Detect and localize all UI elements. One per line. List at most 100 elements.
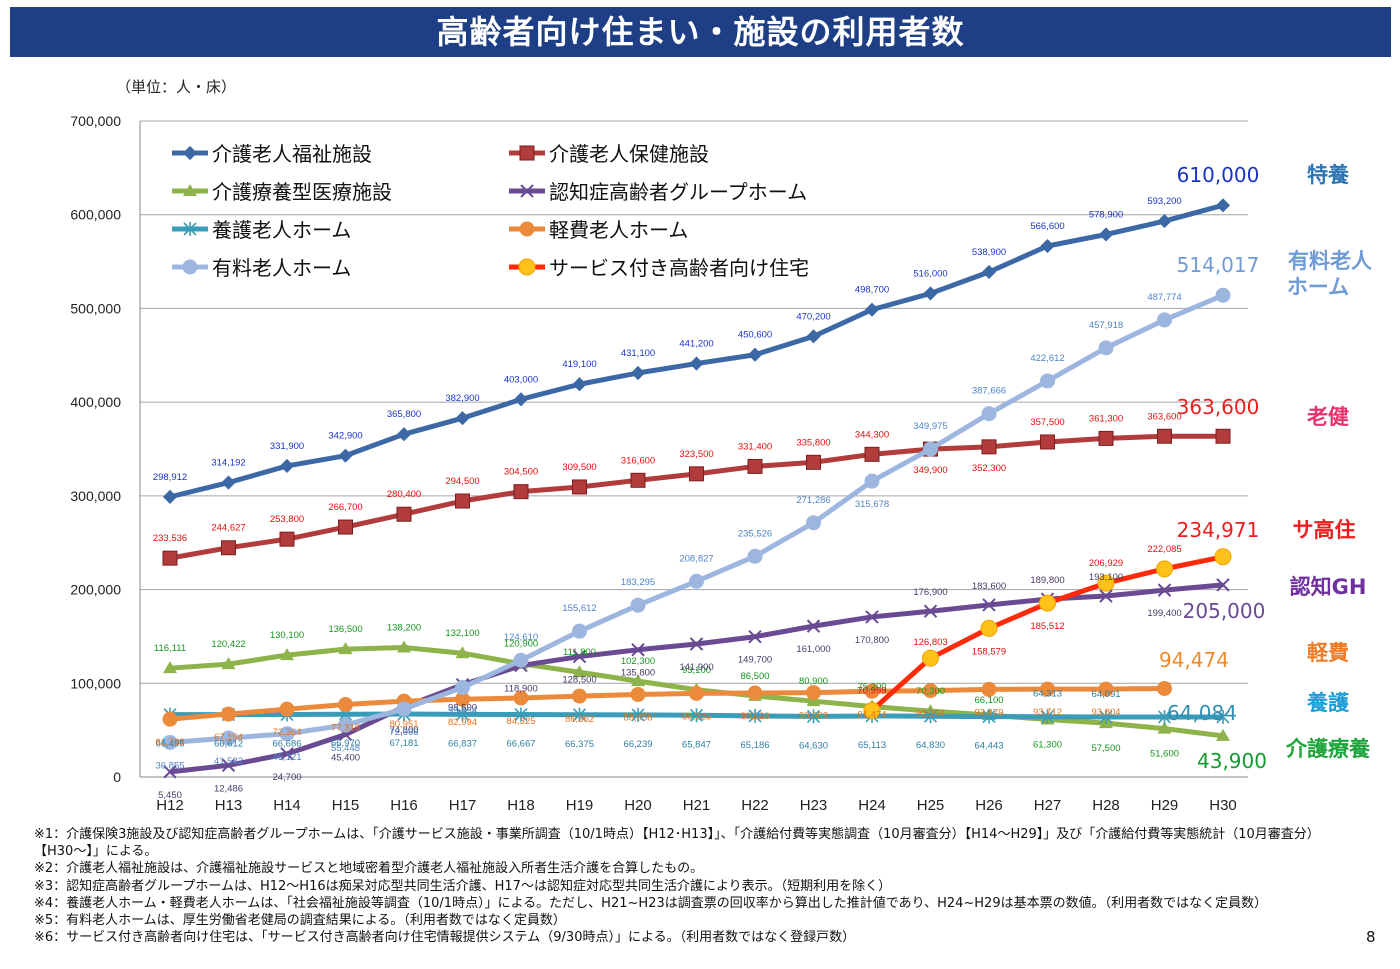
data-label: 93,100 xyxy=(682,665,711,676)
data-label: 253,800 xyxy=(270,514,304,525)
data-label: 46,121 xyxy=(272,752,301,763)
data-label: 176,900 xyxy=(913,587,947,598)
data-label: 74,800 xyxy=(389,725,418,736)
data-label: 183,600 xyxy=(972,581,1006,592)
end-value-label: 234,971 xyxy=(1177,518,1260,542)
data-point xyxy=(572,649,587,664)
data-label: 222,085 xyxy=(1147,544,1181,555)
data-point xyxy=(922,649,939,667)
data-point xyxy=(1099,589,1113,603)
data-point xyxy=(1098,227,1114,242)
x-tick-label: H24 xyxy=(858,797,886,814)
data-label: 95,454 xyxy=(448,706,477,717)
data-point xyxy=(806,515,821,531)
data-label: 116,111 xyxy=(154,643,186,654)
data-label: 130,100 xyxy=(270,630,304,641)
x-tick-label: H30 xyxy=(1209,797,1237,814)
data-label: 70,999 xyxy=(857,685,886,696)
data-label: 135,800 xyxy=(621,668,655,679)
data-point xyxy=(572,377,587,392)
end-value-label: 514,017 xyxy=(1177,253,1260,277)
data-label: 55,448 xyxy=(331,743,360,754)
data-label: 89,225 xyxy=(682,711,711,722)
data-point xyxy=(183,184,197,196)
data-label: 84,325 xyxy=(506,716,535,727)
series-7 xyxy=(863,548,1232,719)
series-0 xyxy=(162,198,1231,504)
data-label: 361,300 xyxy=(1089,413,1123,424)
note-5: ※5：有料老人ホームは、厚生労働省老健局の調査結果による。（利用者数ではなく定員… xyxy=(34,913,566,929)
data-point xyxy=(982,709,996,724)
data-point xyxy=(183,222,197,236)
data-point xyxy=(572,707,587,722)
data-point xyxy=(518,258,536,276)
data-label: 387,666 xyxy=(972,386,1006,397)
data-point xyxy=(806,329,821,344)
data-point xyxy=(1157,214,1172,229)
data-point xyxy=(689,708,704,723)
data-point xyxy=(747,685,763,701)
x-tick-label: H13 xyxy=(215,797,243,814)
x-tick-label: H18 xyxy=(507,797,535,814)
data-label: 193,100 xyxy=(1089,572,1123,583)
side-label: 軽費 xyxy=(1307,641,1349,665)
data-point xyxy=(396,506,412,522)
y-tick-label: 600,000 xyxy=(70,207,121,223)
data-label: 12,486 xyxy=(214,783,243,794)
data-point xyxy=(630,597,646,613)
data-point xyxy=(221,706,236,722)
y-tick-label: 100,000 xyxy=(70,675,121,691)
data-point xyxy=(513,484,529,500)
data-point xyxy=(923,709,938,724)
data-label: 86,500 xyxy=(740,671,769,682)
data-point xyxy=(923,441,938,457)
data-label: 41,582 xyxy=(214,756,243,767)
data-label: 136,500 xyxy=(328,624,362,635)
data-label: 185,512 xyxy=(1030,621,1064,632)
data-label: 66,239 xyxy=(623,739,652,750)
data-point xyxy=(279,701,295,717)
data-point xyxy=(923,683,938,699)
data-point xyxy=(1215,198,1231,213)
data-label: 72,668 xyxy=(389,727,418,738)
data-label: 189,800 xyxy=(1030,575,1064,586)
unit-label: （単位：人・床） xyxy=(116,78,237,96)
data-label: 271,286 xyxy=(796,495,830,506)
x-tick-label: H15 xyxy=(332,797,360,814)
data-label: 64,313 xyxy=(1033,689,1062,700)
data-label: 331,900 xyxy=(270,441,304,452)
legend-entry: サービス付き高齢者向け住宅 xyxy=(549,256,809,280)
grid-lines xyxy=(139,120,1248,778)
side-label: 認知GH xyxy=(1290,575,1367,599)
data-point xyxy=(572,479,587,495)
data-label: 349,900 xyxy=(913,465,947,476)
x-tick-label: H22 xyxy=(741,797,769,814)
data-point xyxy=(162,711,178,727)
data-label: 331,400 xyxy=(738,441,772,452)
data-label: 45,400 xyxy=(331,752,360,763)
data-point xyxy=(981,439,997,455)
data-point xyxy=(279,726,295,742)
data-point xyxy=(1215,287,1231,303)
data-point xyxy=(519,221,535,237)
data-point xyxy=(981,264,997,280)
data-label: 316,600 xyxy=(621,455,655,466)
legend-entry: 介護療養型医療施設 xyxy=(212,180,392,204)
data-label: 314,192 xyxy=(211,458,245,469)
data-point xyxy=(631,674,645,687)
y-tick-label: 700,000 xyxy=(70,113,121,129)
line-chart: 0 100,000 200,000 300,000 400,000 500,000 600,… xyxy=(70,113,1372,814)
data-label: 126,803 xyxy=(913,637,947,648)
data-label: 450,600 xyxy=(738,330,772,341)
data-point xyxy=(279,458,295,474)
page-number: 8 xyxy=(1366,928,1376,946)
data-point xyxy=(397,640,411,653)
data-point xyxy=(396,427,412,442)
data-label: 93,712 xyxy=(1033,707,1062,718)
data-point xyxy=(630,686,646,702)
data-point xyxy=(981,406,997,422)
legend-entry: 介護老人保健施設 xyxy=(549,142,709,166)
data-point xyxy=(338,697,353,713)
